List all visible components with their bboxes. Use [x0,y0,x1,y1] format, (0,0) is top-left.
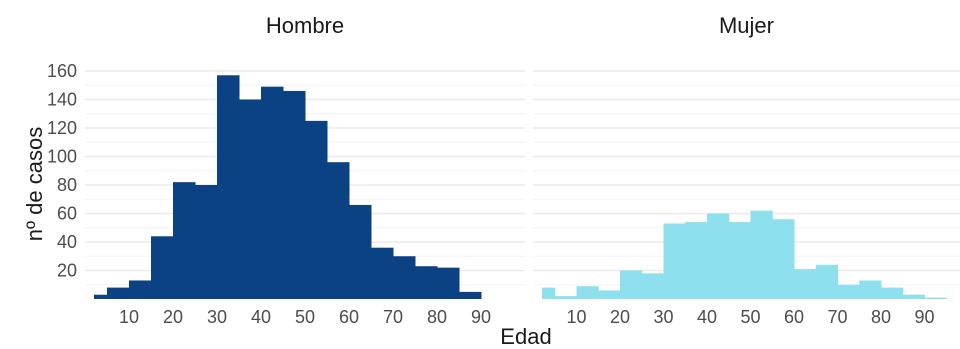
bar-hombre-65 [371,247,394,299]
bar-mujer-25 [641,273,664,299]
bar-mujer-75 [859,280,882,299]
x-tick-label: 70 [383,307,403,327]
bar-hombre-35 [239,99,262,299]
bar-hombre-55 [327,162,350,299]
x-axis-title: Edad [500,324,551,349]
bar-hombre-10 [129,280,152,299]
facet-mujer: 10 20 30 40 50 60 70 80 90 Mujer [533,13,960,327]
bar-hombre-20 [173,182,196,299]
x-tick-label: 70 [827,307,847,327]
x-tick-label: 20 [163,307,183,327]
x-tick-label: 10 [566,307,586,327]
bar-hombre-40 [261,86,284,299]
x-tick-label: 50 [740,307,760,327]
y-tick-label: 20 [57,261,77,281]
bar-hombre-30 [217,75,240,300]
y-tick-label: 160 [47,61,77,81]
bar-mujer-45 [728,222,751,299]
y-tick-label: 80 [57,175,77,195]
x-tick-label: 40 [251,307,271,327]
bar-hombre-60 [349,204,372,299]
y-tick-label: 100 [47,147,77,167]
bar-hombre-45 [283,90,306,299]
x-tick-label: 90 [914,307,934,327]
x-tick-label: 80 [427,307,447,327]
bar-mujer-65 [815,264,838,299]
x-tick-label: 20 [610,307,630,327]
bar-hombre-25 [195,185,218,299]
bar-hombre-75 [415,266,438,299]
bar-mujer-5 [554,296,577,299]
bar-hombre-50 [305,120,328,299]
bar-mujer-10 [576,286,599,299]
bar-hombre-70 [393,256,416,299]
y-tick-label: 140 [47,90,77,110]
bar-hombre-15 [151,236,174,299]
bar-mujer-15 [598,290,621,299]
bar-hombre-5 [107,287,130,299]
y-axis-title: nº de casos [22,127,47,241]
y-axis: 20 40 60 80 100 120 140 160 [47,61,77,281]
x-tick-label: 90 [471,307,491,327]
bar-mujer-90 [924,297,947,299]
bar-mujer-70 [837,284,860,299]
bar-mujer-40 [707,213,730,299]
y-tick-label: 120 [47,118,77,138]
x-tick-label: 60 [784,307,804,327]
bar-mujer-80 [881,287,904,299]
facet-title: Mujer [719,13,774,38]
x-tick-label: 10 [119,307,139,327]
bar-mujer-35 [685,222,708,299]
bar-hombre-0 [94,294,108,299]
y-tick-label: 40 [57,232,77,252]
bar-mujer-30 [663,223,686,299]
bar-mujer-60 [794,269,817,299]
bar-hombre-80 [437,267,460,299]
bar-hombre-85 [459,291,482,299]
y-tick-label: 60 [57,204,77,224]
x-tick-label: 30 [653,307,673,327]
x-tick-label: 80 [871,307,891,327]
facet-title: Hombre [266,13,344,38]
bar-mujer-50 [750,210,773,299]
bar-mujer-85 [902,294,925,299]
x-tick-label: 40 [697,307,717,327]
x-tick-label: 30 [207,307,227,327]
x-tick-label: 50 [295,307,315,327]
bar-mujer-0 [542,287,556,299]
x-tick-label: 60 [339,307,359,327]
facet-hombre: 10 20 30 40 50 60 70 80 90 Hombre [85,13,525,327]
bar-mujer-55 [772,219,795,299]
bar-mujer-20 [620,270,643,299]
